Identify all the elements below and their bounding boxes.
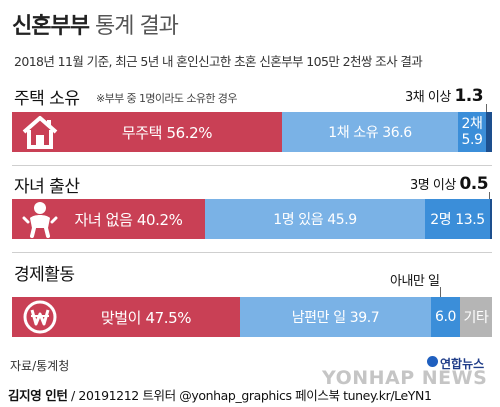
logo-text: 연합뉴스	[440, 357, 485, 371]
callout-housing-label: 3채 이상	[405, 90, 451, 105]
bar-segment: 2채 5.9	[458, 112, 486, 152]
section-label-children: 자녀 출산	[14, 177, 80, 197]
watermark: YONHAP NEWS	[322, 367, 488, 389]
callout-economic-label: 아내만 일	[390, 274, 440, 289]
segment-label: 무주택 56.2%	[121, 123, 213, 142]
bar-segment: 1명 있음 45.9	[205, 199, 425, 239]
callout-economic-leader	[440, 287, 441, 298]
segment-label: 남편만 일 39.7	[291, 310, 380, 326]
segment-label: 맞벌이 47.5%	[100, 308, 192, 327]
bar-segment: 무주택 56.2%	[12, 112, 282, 152]
callout-housing: 3채 이상 1.3	[405, 86, 484, 106]
subtitle: 2018년 11월 기준, 최근 5년 내 혼인신고한 초혼 신혼부부 105만…	[14, 54, 423, 69]
callout-housing-leader	[486, 104, 487, 112]
bar-segment: 남편만 일 39.7	[240, 297, 431, 337]
credit-author: 김지영 인턴	[8, 388, 68, 403]
callout-children-value: 0.5	[459, 174, 489, 194]
title-light: 통계 결과	[94, 14, 179, 39]
callout-economic: 아내만 일	[390, 270, 440, 289]
callout-children: 3명 이상 0.5	[410, 174, 489, 194]
credit-rest: / 20191212 트위터 @yonhap_graphics 페이스북 tun…	[67, 388, 432, 403]
economic-bar: 맞벌이 47.5% 남편만 일 39.7 6.0 기타	[12, 297, 492, 337]
segment-label: 1명 있음 45.9	[273, 212, 357, 228]
segment-label: 2채	[461, 116, 483, 132]
children-bar: 자녀 없음 40.2% 1명 있음 45.9 2명 13.5	[12, 199, 492, 239]
source-text: 자료/통계청	[10, 359, 70, 373]
house-icon	[18, 112, 62, 152]
bar-segment: 1채 소유 36.6	[282, 112, 458, 152]
section-label-housing: 주택 소유	[14, 89, 80, 109]
section-label-economic: 경제활동	[14, 265, 75, 285]
callout-children-leader	[489, 192, 490, 199]
segment-label: 1채 소유 36.6	[328, 125, 412, 141]
won-coin-icon	[18, 297, 62, 337]
segment-value: 5.9	[461, 132, 483, 148]
segment-label: 2명 13.5	[430, 212, 485, 228]
bar-segment: 2명 13.5	[425, 199, 490, 239]
segment-label: 6.0	[434, 309, 457, 325]
callout-housing-value: 1.3	[454, 86, 484, 106]
bar-segment	[490, 199, 492, 239]
title-bold: 신혼부부	[12, 14, 90, 39]
yonhap-logo-icon	[427, 356, 438, 367]
segment-label: 자녀 없음 40.2%	[74, 210, 183, 229]
bar-segment: 맞벌이 47.5%	[12, 297, 240, 337]
section-divider	[12, 252, 492, 253]
bar-segment: 기타	[460, 297, 492, 337]
bar-segment	[486, 112, 492, 152]
baby-icon	[18, 199, 62, 239]
credit-line: 김지영 인턴 / 20191212 트위터 @yonhap_graphics 페…	[8, 385, 432, 404]
bar-segment: 6.0	[431, 297, 460, 337]
callout-children-label: 3명 이상	[410, 178, 456, 193]
page-title: 신혼부부 통계 결과	[12, 8, 179, 40]
housing-bar: 무주택 56.2% 1채 소유 36.6 2채 5.9	[12, 112, 492, 152]
section-divider	[12, 165, 492, 166]
section-note-housing: ※부부 중 1명이라도 소유한 경우	[96, 92, 237, 105]
segment-label: 기타	[463, 310, 489, 326]
